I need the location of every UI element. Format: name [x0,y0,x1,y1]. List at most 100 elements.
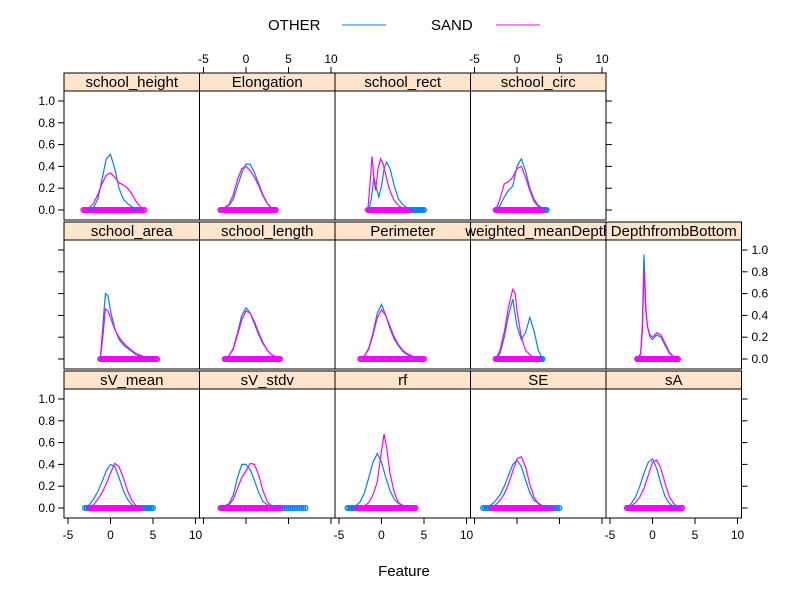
series-line-other [84,463,154,509]
panel-frame [470,90,607,221]
rug-point-sand [277,356,284,363]
legend-label-other: OTHER [268,17,321,34]
series-line-other [220,463,306,509]
y-tick-label: 0.6 [38,138,55,152]
strip-label: school_height [85,74,178,91]
panel-rf: rf -5 0 5 10 [334,370,474,542]
y-tick-label: 0.4 [38,457,55,471]
x-tick-label: 0 [107,528,114,542]
series-line-other [495,157,548,211]
panel-weighted_meanDepth: weighted_meanDepth [464,221,611,370]
series-line-sand [224,310,281,360]
series-line-other [495,298,544,360]
y-tick-label: 0.2 [38,181,55,195]
y-tick-label: 0.0 [38,501,55,515]
strip-label: sA [665,372,683,389]
rug-point-other [481,505,488,512]
panel-frame [63,90,200,221]
y-tick-label: 0.0 [752,352,769,366]
x-tick-label: -5 [469,52,480,66]
y-tick-label: 1.0 [752,243,769,257]
panel-sV_stdv: sV_stdv [199,370,336,524]
series-line-other [626,457,679,509]
x-tick-label: 10 [189,528,203,542]
y-tick-label: 0.2 [752,330,769,344]
series-line-sand [355,433,416,509]
panel-school_area: school_area [58,221,200,370]
x-tick-label: -5 [605,528,616,542]
x-tick-label: 0 [649,528,656,542]
strip-label: DepthfrombBottom [611,223,737,240]
x-tick-label: 5 [150,528,157,542]
x-tick-label: 0 [514,52,521,66]
rug-point-other [480,505,487,512]
panel-DepthfrombBottom: DepthfrombBottom 0.0 0.2 0.4 0.6 0.8 1.0 [605,221,769,370]
panel-school_height: school_height 0.0 0.2 0.4 0.6 0.8 1.0 [38,72,200,221]
panel-SE: SE [470,370,607,524]
x-tick-label: 10 [595,52,609,66]
panel-school_circ: school_circ -5 0 5 10 [469,52,612,221]
panel-frame [63,388,200,519]
strip-label: school_circ [501,74,577,91]
panel-frame [199,388,336,519]
y-tick-label: 0.6 [752,287,769,301]
series-line-sand [359,308,425,360]
series-line-other [482,459,560,509]
rug-point-sand [137,505,144,512]
series-line-other [224,306,281,360]
legend: OTHER SAND [268,17,540,34]
x-tick-label: 10 [731,528,745,542]
strip-label: sV_mean [100,372,163,389]
legend-label-sand: SAND [431,17,473,34]
x-tick-label: 5 [421,528,428,542]
series-line-sand [220,165,277,211]
panel-frame [605,239,742,370]
panel-frame [470,388,607,519]
x-tick-label: -5 [63,528,74,542]
x-tick-label: 10 [460,528,474,542]
panel-frame [334,388,471,519]
strip-label: rf [398,372,408,389]
strip-label: Elongation [232,74,303,91]
series-line-other [84,153,141,211]
panel-grid: school_height 0.0 0.2 0.4 0.6 0.8 1.0 Elongatio… [38,52,768,542]
strip-label: sV_stdv [241,372,295,389]
y-tick-label: 0.8 [38,116,55,130]
x-tick-label: 5 [692,528,699,542]
x-tick-label: 5 [285,52,292,66]
strip-label: SE [528,372,548,389]
series-line-sand [636,269,679,360]
y-tick-label: 0.4 [38,159,55,173]
x-tick-label: -5 [198,52,209,66]
series-line-sand [626,459,683,509]
panel-frame [605,388,742,519]
strip-label: Perimeter [370,223,435,240]
rug-point-sand [535,356,542,363]
series-line-sand [99,307,158,360]
y-tick-label: 0.8 [38,414,55,428]
series-line-sand [88,462,141,509]
strip-label: weighted_meanDepth [464,223,611,240]
y-tick-label: 0.2 [38,479,55,493]
series-line-sand [491,455,552,509]
rug-point-sand [141,207,148,214]
x-tick-label: 5 [556,52,563,66]
rug-point-sand [674,356,681,363]
panel-sA: sA -5 0 5 10 [605,370,748,542]
rug-point-sand [679,505,686,512]
x-tick-label: 10 [324,52,338,66]
panel-Perimeter: Perimeter [334,221,471,370]
panel-school_length: school_length [199,221,336,370]
y-tick-label: 0.0 [38,203,55,217]
strip-label: school_length [221,223,314,240]
x-tick-label: 0 [378,528,385,542]
x-tick-label: 0 [243,52,250,66]
series-line-sand [495,287,539,360]
series-line-sand [220,462,281,509]
x-tick-label: -5 [334,528,345,542]
series-line-other [347,452,416,509]
y-tick-label: 0.4 [752,308,769,322]
series-line-sand [83,172,145,211]
panel-frame [199,90,336,221]
